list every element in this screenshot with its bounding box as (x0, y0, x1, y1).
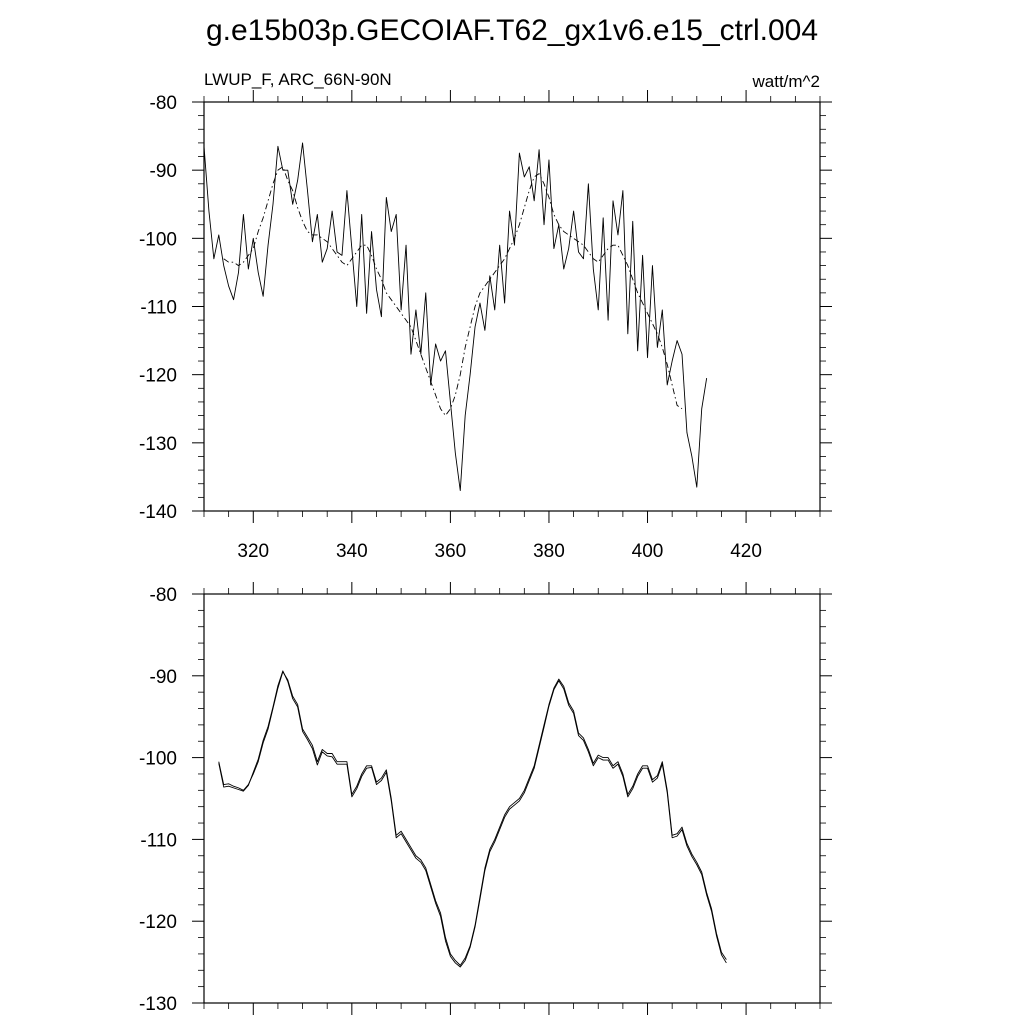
y-tick-label: -110 (140, 830, 177, 851)
x-tick-label: 380 (533, 541, 565, 562)
y-tick-label: -130 (139, 994, 177, 1015)
x-tick-label: 400 (632, 541, 664, 562)
y-tick-label: -140 (139, 502, 177, 523)
plot-frame (203, 593, 821, 1004)
top-panel: 320 340 360 380 400 420 -140 -130 -120 -110 -100 -9… (139, 90, 832, 562)
units-label: watt/m^2 (752, 72, 821, 91)
x-tick-label: 360 (435, 541, 467, 562)
series-line-1 (218, 670, 727, 968)
series-line-0 (218, 671, 727, 966)
series-line-1 (223, 166, 683, 417)
y-tick-label: -130 (139, 434, 177, 455)
y-tick-label: -90 (150, 667, 177, 688)
variable-label: LWUP_F, ARC_66N-90N (204, 70, 392, 89)
y-tick-label: -100 (139, 229, 177, 250)
bottom-panel: -130 -120 -110 -100 -90 -80 (139, 582, 832, 1015)
chart-title: g.e15b03p.GECOIAF.T62_gx1v6.e15_ctrl.004 (206, 14, 818, 47)
x-tick-label: 320 (237, 541, 269, 562)
x-tick-label: 340 (336, 541, 368, 562)
y-tick-label: -120 (139, 366, 177, 387)
x-tick-label: 420 (730, 541, 762, 562)
y-tick-label: -110 (140, 298, 177, 319)
y-tick-label: -80 (150, 93, 177, 114)
y-tick-label: -120 (139, 912, 177, 933)
plot-frame (203, 101, 821, 512)
series-line-0 (203, 142, 708, 491)
y-tick-label: -100 (139, 749, 177, 770)
y-tick-label: -80 (150, 585, 177, 606)
y-tick-label: -90 (150, 161, 177, 182)
